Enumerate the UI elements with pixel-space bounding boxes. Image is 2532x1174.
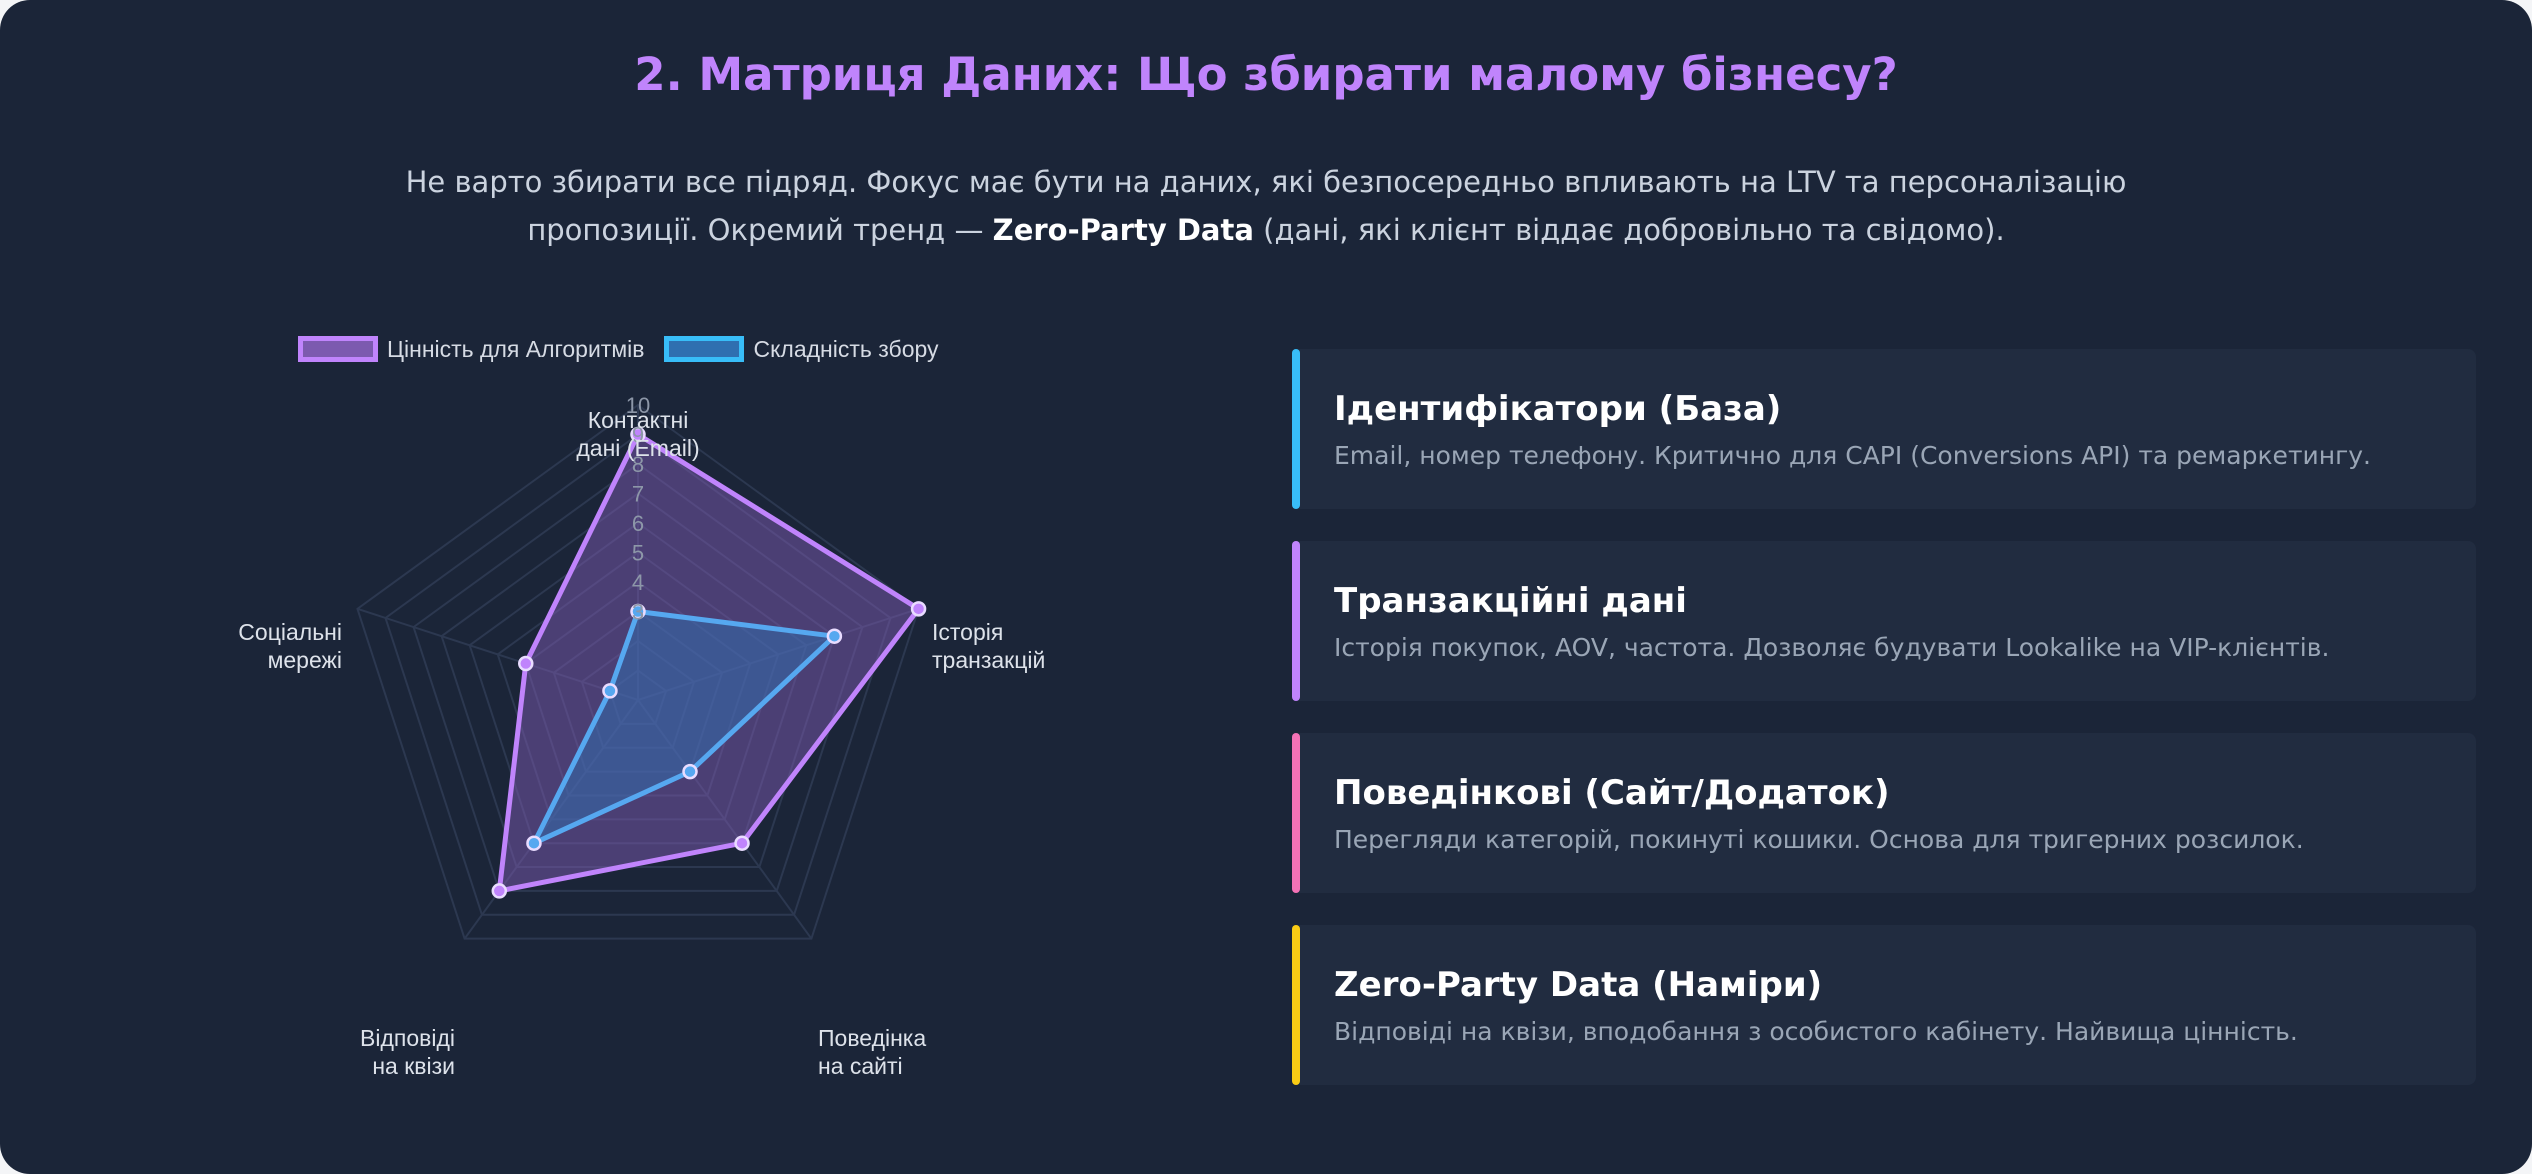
legend-item-complexity[interactable]: Складність збору	[664, 335, 939, 363]
radar-data-point	[526, 835, 542, 851]
radar-tick-label: 7	[632, 482, 644, 507]
legend-item-value[interactable]: Цінність для Алгоритмів	[298, 336, 644, 363]
card-title: Ідентифікатори (База)	[1334, 389, 1782, 429]
card-transactions: Транзакційні дані Історія покупок, AOV, …	[1292, 541, 2476, 701]
intro-highlight: Zero-Party Data	[992, 213, 1254, 247]
radar-tick-label: 5	[632, 541, 644, 566]
radar-data-point	[682, 763, 698, 780]
card-behavioral: Поведінкові (Сайт/Додаток) Перегляди кат…	[1292, 733, 2476, 893]
radar-axis-label: мережі	[268, 647, 342, 673]
legend-label-complexity: Складність збору	[753, 335, 939, 362]
radar-axis-label: транзакцій	[932, 647, 1045, 673]
card-accent-bar	[1292, 349, 1300, 509]
radar-tick-label: 8	[632, 452, 644, 477]
radar-tick-label: 10	[626, 393, 650, 418]
radar-axis-label: Соціальні	[238, 619, 342, 645]
radar-data-point	[630, 603, 646, 620]
section-title: 2. Матриця Даних: Що збирати малому бізн…	[634, 48, 1898, 101]
radar-tick-label: 4	[632, 570, 644, 595]
card-accent-bar	[1292, 541, 1300, 701]
radar-data-point	[491, 883, 508, 899]
data-type-list: Ідентифікатори (База) Email, номер телеф…	[1292, 349, 2476, 1117]
section-intro: Не варто збирати все підряд. Фокус має б…	[396, 158, 2136, 254]
legend-swatch-complexity	[664, 336, 745, 362]
card-zero-party: Zero-Party Data (Наміри) Відповіді на кв…	[1292, 925, 2476, 1085]
radar-data-point	[518, 655, 534, 672]
radar-series-area	[531, 609, 837, 846]
radar-data-point	[602, 683, 618, 699]
radar-axis-label: Історія	[932, 619, 1003, 645]
card-description: Відповіді на квізи, вподобання з особист…	[1334, 1017, 2298, 1046]
radar-axis-label: Відповіді	[360, 1025, 455, 1051]
radar-tick-label: 3	[632, 600, 644, 625]
card-description: Історія покупок, AOV, частота. Дозволяє …	[1334, 633, 2330, 662]
radar-axis-label: на квізи	[372, 1053, 455, 1079]
radar-axis-label: Поведінка	[818, 1025, 926, 1051]
card-title: Поведінкові (Сайт/Додаток)	[1334, 773, 1890, 813]
card-description: Email, номер телефону. Критично для CAPI…	[1334, 441, 2371, 470]
radar-axis-label: Контактні	[588, 407, 689, 433]
card-description: Перегляди категорій, покинуті кошики. Ос…	[1334, 825, 2304, 854]
radar-data-point	[734, 835, 750, 851]
radar-axis-label: на сайті	[818, 1053, 903, 1079]
radar-data-point	[826, 628, 843, 644]
chart-legend: Цінність для Алгоритмів Складність збору	[298, 332, 959, 366]
radar-tick-label: 6	[632, 511, 644, 536]
radar-axis-label: дані (Email)	[576, 435, 699, 461]
radar-tick-label: 9	[632, 423, 644, 448]
card-title: Zero-Party Data (Наміри)	[1334, 965, 1823, 1005]
card-accent-bar	[1292, 733, 1300, 893]
radar-grid-ring	[356, 403, 920, 940]
card-accent-bar	[1292, 925, 1300, 1085]
intro-text-end: (дані, які клієнт віддає добровільно та …	[1253, 213, 2005, 247]
intro-text-start: Не варто збирати все підряд. Фокус має б…	[405, 165, 2127, 247]
radar-data-point	[910, 601, 927, 617]
radar-data-point	[630, 426, 646, 443]
card-identifiers: Ідентифікатори (База) Email, номер телеф…	[1292, 349, 2476, 509]
card-title: Транзакційні дані	[1334, 581, 1687, 621]
legend-label-value: Цінність для Алгоритмів	[387, 335, 645, 362]
legend-swatch-value	[298, 336, 378, 362]
